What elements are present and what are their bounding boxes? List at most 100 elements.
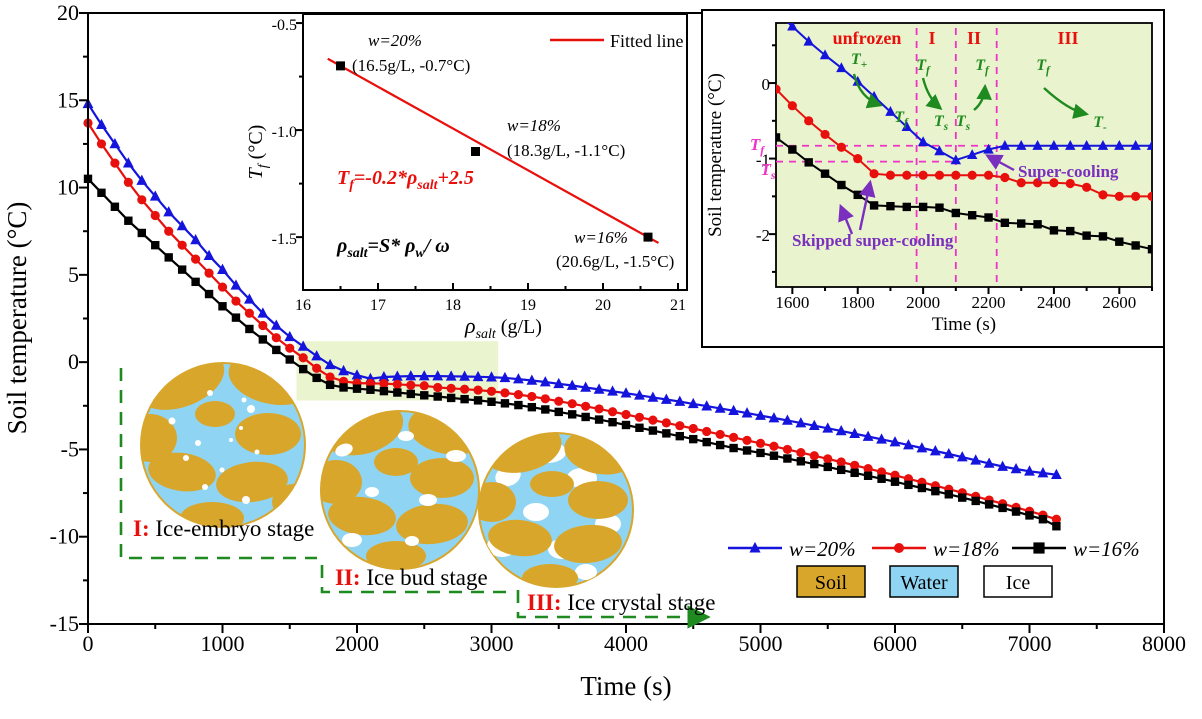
series-marker-triangle: [876, 433, 887, 444]
series-marker-circle: [769, 441, 779, 451]
series-marker-square: [581, 412, 590, 422]
series-marker-square: [823, 462, 832, 472]
series-marker-square: [568, 410, 577, 419]
series-marker-square: [729, 443, 738, 453]
series-marker-triangle: [674, 395, 686, 406]
series-marker-triangle: [459, 370, 470, 381]
series-marker-circle: [804, 116, 814, 126]
series-marker-triangle: [217, 263, 228, 274]
x-tick-label: 2000: [906, 293, 940, 312]
series-marker-square: [420, 391, 429, 400]
series-marker-square: [137, 228, 146, 238]
fit-point-1-series-label: w=20%: [368, 31, 422, 50]
soil-particles: [479, 433, 633, 587]
series-marker-triangle: [445, 370, 457, 381]
series-marker-circle: [1065, 178, 1075, 189]
series-marker-triangle: [822, 422, 834, 433]
series-marker-circle: [776, 84, 781, 94]
series-marker-square: [944, 490, 953, 499]
series-marker-triangle: [970, 454, 982, 465]
x-tick-label: 17: [370, 297, 386, 314]
series-marker-triangle: [741, 407, 753, 418]
series-marker-square: [446, 393, 456, 403]
series-marker-circle: [567, 399, 577, 409]
series-marker-square: [984, 500, 994, 509]
y-tick-label: 10: [57, 175, 79, 200]
series-marker-circle: [688, 423, 698, 434]
series-marker-square: [1066, 226, 1075, 236]
series-marker-circle: [715, 429, 725, 440]
series-marker-square: [931, 486, 940, 496]
series-marker-triangle: [768, 412, 780, 423]
tf-region-ii-arrow: [973, 83, 992, 111]
x-tick-label: 20: [595, 297, 611, 314]
series-marker-triangle: [513, 373, 524, 384]
series-marker-triangle: [1037, 467, 1049, 478]
series-marker-circle: [902, 170, 912, 180]
series-marker-square: [285, 355, 294, 364]
ice-embryos: [168, 390, 260, 504]
x-tick-label: 1600: [775, 293, 809, 312]
series-marker-square: [339, 383, 348, 392]
series-marker-circle: [876, 467, 887, 477]
series-marker-square: [312, 373, 321, 383]
series-marker-triangle: [391, 370, 403, 381]
legend-series-3-label: w=16%: [1073, 537, 1140, 561]
series-marker-triangle: [486, 371, 497, 382]
series-marker-square: [1052, 522, 1061, 531]
series-marker-triangle: [755, 409, 766, 420]
soil-particles: [141, 363, 305, 527]
series-marker-triangle: [852, 75, 863, 86]
stage-i-label: I: Ice-embryo stage: [133, 516, 314, 541]
fit-point-1-coord-label: (16.5g/L, -0.7°C): [352, 56, 470, 75]
legend-line-samples: [728, 541, 1066, 554]
series-marker-triangle: [808, 419, 820, 431]
series-marker-square: [648, 426, 658, 435]
series-marker-circle: [285, 343, 295, 353]
series-marker-triangle: [917, 136, 929, 147]
series-marker-circle: [1051, 514, 1061, 524]
series-marker-square: [460, 394, 469, 404]
series-marker-triangle: [526, 374, 538, 385]
series-marker-square: [473, 396, 483, 405]
series-marker-triangle: [257, 307, 269, 318]
y-tick-label: -15: [50, 611, 79, 636]
series-marker-triangle: [149, 190, 161, 201]
series-marker-circle: [782, 444, 793, 455]
series-marker-square: [853, 190, 862, 200]
fit-y-axis-label: Tf (°C): [245, 125, 271, 180]
x-tick-label: 1800: [841, 293, 875, 312]
series-marker-triangle: [934, 145, 945, 156]
tf-on-curve-label: Tf: [894, 109, 909, 129]
series-marker-square: [971, 496, 980, 506]
series-marker-square: [379, 386, 389, 396]
x-tick-label: 3000: [470, 631, 514, 656]
series-marker-circle: [392, 379, 402, 389]
series-marker-circle: [554, 396, 564, 406]
main-axes: 0 1000 2000 3000 4000 5000 6000 7000 80002015105…: [50, 0, 1186, 656]
series-marker-circle: [312, 363, 322, 373]
series-marker-triangle: [1016, 140, 1027, 150]
series-marker-square: [336, 61, 345, 71]
region-i-label: I: [928, 28, 935, 48]
x-tick-label: 21: [670, 297, 686, 314]
series-marker-square: [541, 405, 550, 414]
magenta-tf-label: Tf: [750, 135, 765, 157]
series-marker-triangle: [324, 358, 336, 370]
series-marker-triangle: [999, 140, 1011, 150]
fit-point-3-series-label: w=16%: [574, 228, 628, 247]
series-marker-circle: [787, 101, 797, 111]
series-marker-triangle: [803, 35, 814, 46]
series-marker-square: [272, 345, 281, 355]
y-tick-label: -1: [756, 151, 770, 170]
series-marker-circle: [823, 454, 833, 464]
series-marker-square: [810, 459, 819, 469]
y-tick-label: -2: [756, 226, 770, 245]
series-marker-circle: [513, 390, 524, 400]
series-marker-square: [164, 253, 173, 262]
series-marker-triangle: [701, 400, 713, 411]
magenta-ts-label: Ts: [760, 160, 775, 182]
series-marker-triangle: [539, 376, 551, 387]
series-marker-triangle: [966, 149, 978, 159]
